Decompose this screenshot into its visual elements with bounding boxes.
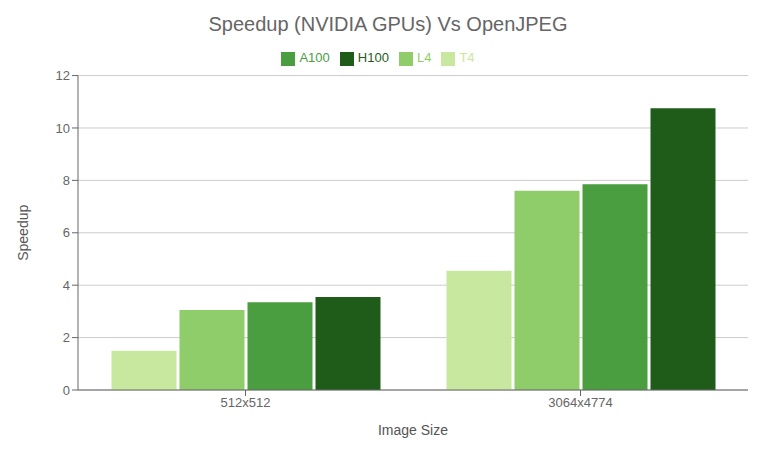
- html-text:T4: T4: [459, 50, 475, 65]
- svg-text:10: 10: [56, 121, 70, 136]
- svg-text:Image Size: Image Size: [378, 422, 448, 438]
- svg-text:512x512: 512x512: [221, 395, 271, 410]
- svg-text:4: 4: [63, 278, 70, 293]
- html-text:H100: H100: [357, 50, 389, 65]
- svg-text:12: 12: [56, 68, 70, 83]
- html-text:L4: L4: [416, 50, 432, 65]
- svg-text:2: 2: [63, 330, 70, 345]
- svg-text:3064x4774: 3064x4774: [548, 395, 612, 410]
- html-text:A100: A100: [299, 50, 330, 65]
- svg-text:Speedup: Speedup: [15, 205, 31, 261]
- html-text:Speedup (NVIDIA GPUs) Vs OpenJ: Speedup (NVIDIA GPUs) Vs OpenJPEG: [208, 13, 568, 35]
- svg-text:0: 0: [63, 383, 70, 398]
- svg-text:8: 8: [63, 173, 70, 188]
- svg-text:6: 6: [63, 225, 70, 240]
